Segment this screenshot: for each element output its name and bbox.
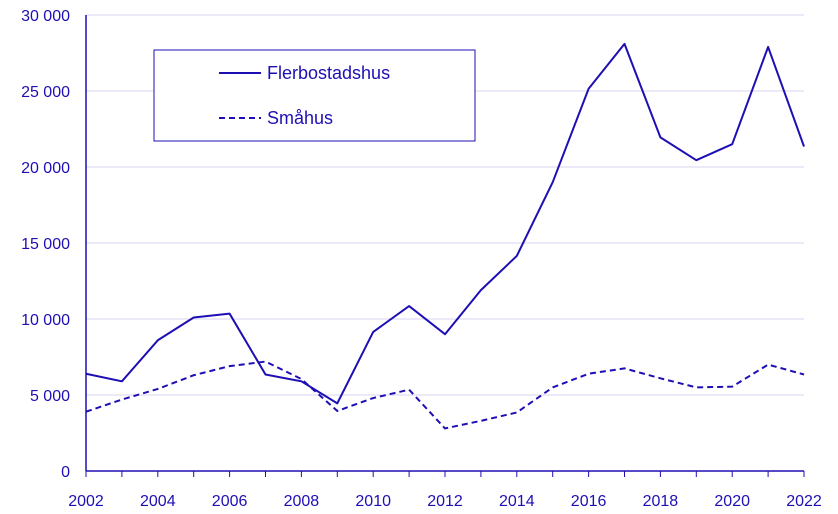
legend-box — [153, 49, 476, 142]
y-tick-label: 10 000 — [21, 312, 70, 329]
x-tick-label: 2002 — [68, 493, 104, 510]
x-tick-label: 2012 — [427, 493, 463, 510]
x-tick-label: 2014 — [499, 493, 535, 510]
series-line-flerbostadshus — [85, 42, 805, 405]
x-tick-label: 2022 — [786, 493, 822, 510]
x-tick-label: 2020 — [714, 493, 750, 510]
y-tick-label: 5 000 — [30, 388, 70, 405]
series-lines — [85, 42, 805, 430]
x-tick-label: 2016 — [571, 493, 607, 510]
legend-label-flerbostadshus: Flerbostadshus — [267, 63, 390, 83]
x-tick-label: 2006 — [212, 493, 248, 510]
legend-label-smahus: Småhus — [267, 108, 333, 128]
x-tick-label: 2004 — [140, 493, 176, 510]
y-tick-label: 20 000 — [21, 160, 70, 177]
y-tick-label: 30 000 — [21, 8, 70, 25]
y-tick-label: 25 000 — [21, 84, 70, 101]
y-tick-label: 15 000 — [21, 236, 70, 253]
x-tick-label: 2010 — [355, 493, 391, 510]
x-tick-label: 2008 — [284, 493, 320, 510]
legend: Flerbostadshus Småhus — [153, 49, 476, 142]
series-line-smahus — [85, 360, 805, 430]
y-axis-ticks: 0 5 000 10 000 15 000 20 000 25 000 30 000 — [21, 8, 70, 481]
x-tick-label: 2018 — [643, 493, 679, 510]
y-tick-label: 0 — [61, 464, 70, 481]
x-axis-ticks: 2002 2004 2006 2008 2010 2012 2014 2016 2018 2020… — [68, 471, 822, 510]
